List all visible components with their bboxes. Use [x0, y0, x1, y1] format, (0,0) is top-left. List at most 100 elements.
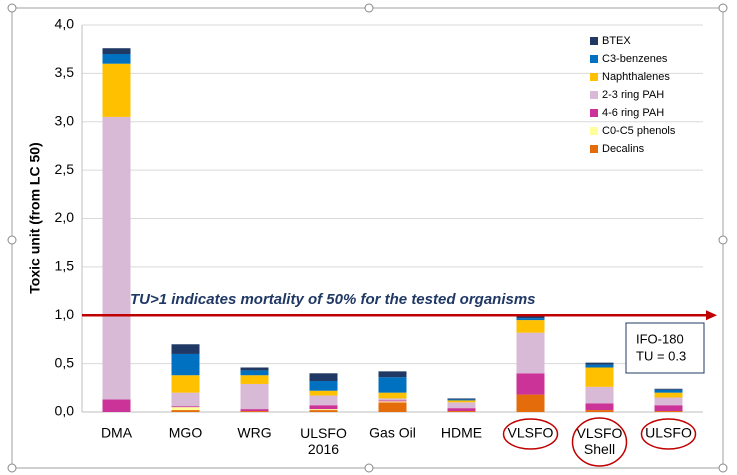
bar-segment [378, 371, 407, 378]
note-text: IFO-180 [636, 331, 684, 346]
bar-segment [378, 398, 407, 401]
bar-segment [102, 116, 131, 400]
legend-swatch [590, 109, 598, 117]
legend-swatch [590, 37, 598, 45]
bar-segment [378, 401, 407, 403]
bar-segment [447, 408, 476, 412]
bar-segment [516, 332, 545, 374]
legend-swatch [590, 73, 598, 81]
x-tick-label: HDME [441, 425, 482, 441]
x-tick-label: WRG [237, 425, 271, 441]
bar-segment [309, 410, 338, 412]
bar-segment [171, 410, 200, 412]
bar-segment [240, 383, 269, 410]
bar-segment [309, 381, 338, 391]
bar-segment [516, 373, 545, 395]
handle [364, 463, 374, 473]
bar-segment [102, 63, 131, 117]
bar-segment [447, 411, 476, 412]
reference-label: TU>1 indicates mortality of 50% for the … [130, 291, 536, 308]
bar-segment [171, 353, 200, 376]
bar-segment [171, 392, 200, 407]
legend-label: 4-6 ring PAH [602, 107, 664, 119]
bar-segment [309, 390, 338, 396]
legend-swatch [590, 91, 598, 99]
x-tick-label: ULSFO 2016 [300, 425, 347, 457]
bar-segment [378, 400, 407, 402]
handle [718, 235, 728, 245]
x-tick-label: MGO [169, 425, 203, 441]
bar-segment [654, 392, 683, 398]
bar-segment [654, 411, 683, 412]
bar-segment [447, 398, 476, 400]
y-tick-label: 2,0 [55, 209, 75, 225]
y-axis-label: Toxic unit (from LC 50) [27, 142, 43, 293]
bar-segment [585, 364, 614, 368]
legend-label: 2-3 ring PAH [602, 89, 664, 101]
bar-segment [102, 48, 131, 55]
bar-segment [654, 388, 683, 390]
bar-segment [102, 399, 131, 412]
y-tick-label: 3,5 [55, 64, 75, 80]
bar-segment [447, 399, 476, 401]
bar-segment [585, 410, 614, 412]
handle [364, 3, 374, 13]
reference-arrow [706, 310, 717, 321]
handle [718, 3, 728, 13]
highlight-circle [502, 418, 559, 450]
bar-segment [102, 54, 131, 64]
bar-segment [654, 405, 683, 412]
legend-label: Naphthalenes [602, 71, 670, 83]
highlight-circle [571, 417, 628, 467]
legend-swatch [590, 55, 598, 63]
note-box [625, 322, 705, 374]
bar-segment [378, 402, 407, 412]
bar-segment [171, 406, 200, 408]
legend-label: C0-C5 phenols [602, 125, 676, 137]
bar-segment [240, 367, 269, 371]
bar-segment [309, 395, 338, 406]
bar-segment [171, 344, 200, 354]
y-tick-label: 3,0 [55, 112, 75, 128]
handle [718, 463, 728, 473]
bar-segment [585, 362, 614, 365]
handle [7, 463, 17, 473]
handle [7, 3, 17, 13]
bar-segment [240, 375, 269, 384]
x-tick-label: VLSFO Shell [577, 425, 623, 457]
bar-segment [585, 386, 614, 404]
bar-segment [516, 320, 545, 333]
legend-label: C3-benzenes [602, 53, 668, 65]
bar-segment [585, 403, 614, 411]
bar-segment [654, 397, 683, 406]
bar-segment [240, 370, 269, 376]
handle [7, 235, 17, 245]
bar-segment [309, 373, 338, 382]
legend-label: BTEX [602, 35, 631, 47]
x-tick-label: ULSFO [645, 425, 692, 441]
y-tick-label: 0,5 [55, 354, 75, 370]
bar-segment [516, 394, 545, 412]
note-text: TU = 0.3 [636, 348, 686, 363]
y-tick-label: 0,0 [55, 403, 75, 419]
bar-segment [309, 409, 338, 411]
bar-segment [516, 318, 545, 321]
bar-segment [378, 377, 407, 393]
bar-segment [654, 389, 683, 393]
legend-label: Decalins [602, 143, 645, 155]
bar-segment [585, 367, 614, 387]
bar-segment [309, 405, 338, 410]
bar-segment [240, 411, 269, 412]
bar-segment [378, 392, 407, 399]
x-tick-label: Gas Oil [369, 425, 416, 441]
bar-segment [447, 400, 476, 403]
legend-swatch [590, 145, 598, 153]
y-tick-label: 1,5 [55, 258, 75, 274]
bar-segment [447, 402, 476, 409]
bar-segment [240, 409, 269, 412]
bar-segment [171, 407, 200, 411]
legend-swatch [590, 127, 598, 135]
y-tick-label: 4,0 [55, 16, 75, 32]
x-tick-label: VLSFO [508, 425, 554, 441]
